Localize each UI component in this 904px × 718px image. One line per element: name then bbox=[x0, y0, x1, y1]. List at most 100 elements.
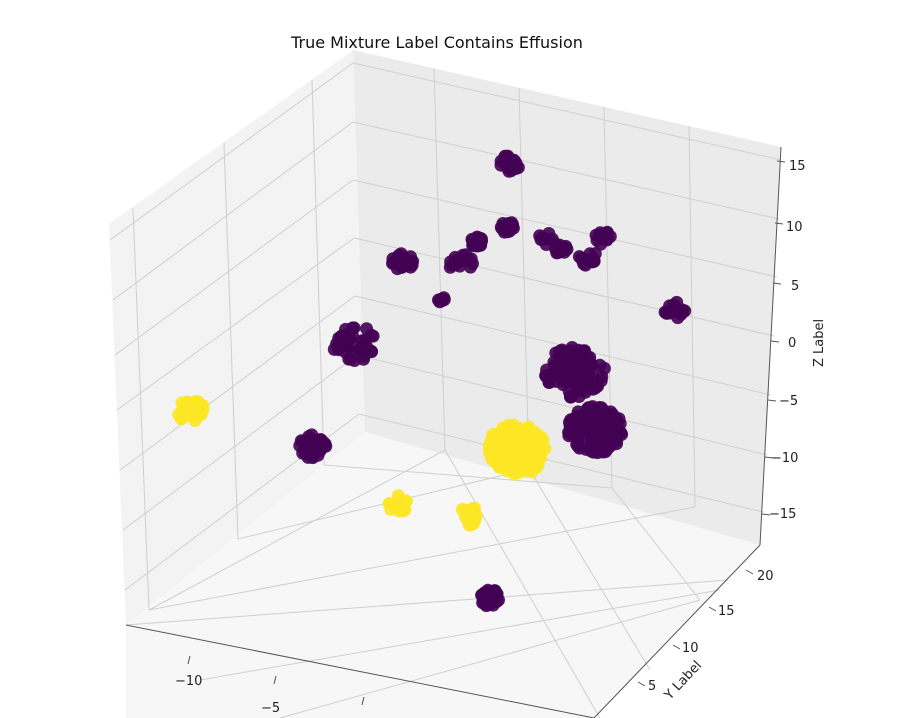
z-tick-label: 15 bbox=[789, 159, 806, 174]
floor-gridline bbox=[199, 589, 721, 681]
z-gridline bbox=[352, 179, 778, 278]
grid-lines bbox=[109, 62, 782, 718]
z-axis-line bbox=[759, 146, 782, 546]
data-point bbox=[580, 403, 594, 417]
z-tick-label: 10 bbox=[786, 220, 803, 235]
data-point bbox=[404, 260, 418, 274]
y-gridline bbox=[518, 87, 530, 470]
x-gridline bbox=[311, 79, 325, 466]
data-point bbox=[404, 250, 417, 264]
data-point bbox=[579, 418, 593, 432]
data-point bbox=[470, 230, 484, 244]
y-axis-label: Y Label bbox=[661, 658, 705, 703]
data-point bbox=[579, 442, 593, 456]
data-point bbox=[433, 295, 447, 309]
data-point bbox=[302, 433, 315, 447]
data-point bbox=[386, 256, 399, 270]
y-tick-mark bbox=[745, 569, 754, 575]
data-point bbox=[544, 368, 558, 382]
y-gridline bbox=[688, 125, 696, 508]
back-wall-pane bbox=[353, 50, 781, 545]
z-tick-mark bbox=[761, 513, 771, 516]
data-point bbox=[505, 153, 519, 167]
x-tick-label: −5 bbox=[261, 701, 280, 716]
floor-gridline bbox=[528, 468, 651, 671]
data-point bbox=[564, 390, 578, 404]
data-point bbox=[600, 231, 614, 245]
z-tick-mark bbox=[774, 222, 784, 225]
x-tick-mark bbox=[361, 696, 365, 706]
z-gridline bbox=[352, 62, 782, 161]
z-tick-mark bbox=[764, 456, 774, 459]
data-point bbox=[465, 508, 479, 522]
z-gridline bbox=[122, 354, 358, 531]
floor-gridline bbox=[148, 506, 696, 611]
data-point bbox=[593, 358, 607, 372]
y-tick-label: 20 bbox=[757, 569, 774, 584]
data-point bbox=[398, 503, 412, 517]
data-point bbox=[660, 306, 674, 320]
x-tick-mark bbox=[187, 655, 191, 665]
scatter-points bbox=[172, 149, 692, 613]
z-axis-label: Z Label bbox=[812, 319, 827, 367]
x-tick-mark bbox=[273, 675, 277, 685]
z-tick-label: −5 bbox=[779, 394, 798, 409]
z-tick-mark bbox=[776, 160, 786, 163]
y-tick-mark bbox=[708, 606, 717, 612]
data-point bbox=[175, 396, 189, 410]
data-point bbox=[490, 587, 504, 601]
z-tick-label: 5 bbox=[791, 279, 799, 294]
data-point bbox=[571, 365, 585, 378]
x-axis-line bbox=[125, 624, 595, 718]
z-tick-mark bbox=[770, 340, 780, 343]
data-point bbox=[391, 489, 405, 503]
z-tick-mark bbox=[767, 399, 777, 402]
data-point bbox=[318, 437, 332, 451]
data-point bbox=[344, 352, 357, 366]
data-point bbox=[454, 254, 468, 268]
z-gridline bbox=[356, 354, 768, 456]
y-tick-label: 10 bbox=[682, 641, 699, 656]
floor-gridline bbox=[611, 487, 701, 601]
y-axis-line bbox=[593, 544, 761, 718]
data-point bbox=[583, 247, 597, 261]
data-point bbox=[501, 439, 515, 453]
data-point bbox=[568, 375, 582, 389]
data-point bbox=[364, 328, 378, 342]
tick-labels: 15 10 5 0 −5 −10 −15 20 15 10 5 −10 −5 bbox=[175, 159, 806, 716]
data-point bbox=[601, 412, 615, 426]
floor-gridline bbox=[323, 464, 613, 489]
z-gridline bbox=[353, 237, 775, 337]
data-point bbox=[505, 426, 519, 440]
data-point bbox=[476, 596, 490, 610]
data-point bbox=[332, 340, 346, 354]
data-point bbox=[588, 431, 601, 445]
data-point bbox=[346, 321, 360, 335]
chart-title: True Mixture Label Contains Effusion bbox=[290, 33, 583, 52]
x-gridline bbox=[132, 207, 150, 611]
z-gridline bbox=[114, 179, 354, 356]
data-point bbox=[306, 444, 320, 458]
z-gridline bbox=[119, 295, 356, 471]
z-gridline bbox=[116, 237, 355, 411]
data-point bbox=[613, 426, 627, 440]
data-point bbox=[563, 415, 576, 429]
data-point bbox=[485, 452, 499, 466]
x-tick-label: −10 bbox=[175, 674, 202, 689]
z-tick-mark bbox=[772, 282, 782, 285]
floor-gridline bbox=[279, 599, 701, 718]
x-gridline bbox=[223, 142, 239, 540]
data-point bbox=[567, 428, 580, 442]
data-point bbox=[502, 218, 516, 232]
data-point bbox=[443, 260, 457, 274]
y-tick-mark bbox=[637, 681, 646, 687]
z-gridline bbox=[358, 413, 764, 513]
data-point bbox=[557, 345, 571, 359]
axes-panes bbox=[109, 50, 781, 718]
data-point bbox=[382, 497, 396, 511]
floor-gridline bbox=[444, 449, 601, 718]
y-gridline bbox=[433, 67, 446, 451]
y-tick-mark bbox=[672, 644, 681, 650]
z-tick-label: −10 bbox=[771, 451, 798, 466]
